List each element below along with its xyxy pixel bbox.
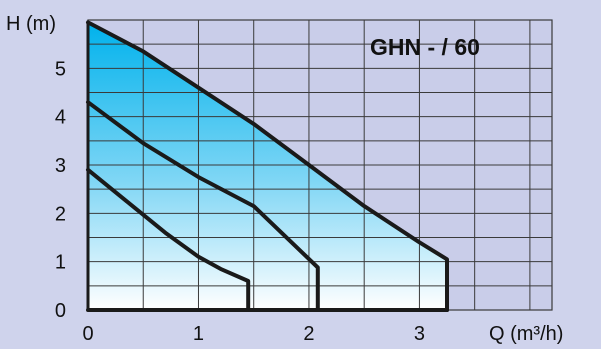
y-axis-label: H (m): [6, 13, 56, 35]
y-tick-label: 1: [55, 252, 66, 274]
x-tick-label: 2: [303, 323, 314, 345]
x-tick-label: 0: [82, 323, 93, 345]
y-tick-label: 3: [55, 155, 66, 177]
y-tick-label: 0: [55, 300, 66, 322]
x-axis-label: Q (m³/h): [489, 323, 563, 345]
y-tick-label: 2: [55, 203, 66, 225]
y-tick-label: 4: [55, 107, 66, 129]
curves: [86, 20, 450, 312]
operating-range-fill: [88, 22, 447, 311]
chart-title: GHN - / 60: [370, 34, 480, 60]
pump-curve-3: [86, 20, 449, 312]
tick-labels: 0 1 2 3 0 1 2 3 4 5: [55, 58, 425, 345]
pump-curve-2: [86, 100, 320, 312]
y-tick-label: 5: [55, 58, 66, 80]
x-tick-label: 1: [193, 323, 204, 345]
operating-area: [88, 22, 447, 311]
pump-curve-1: [86, 167, 251, 312]
x-tick-label: 3: [414, 323, 425, 345]
